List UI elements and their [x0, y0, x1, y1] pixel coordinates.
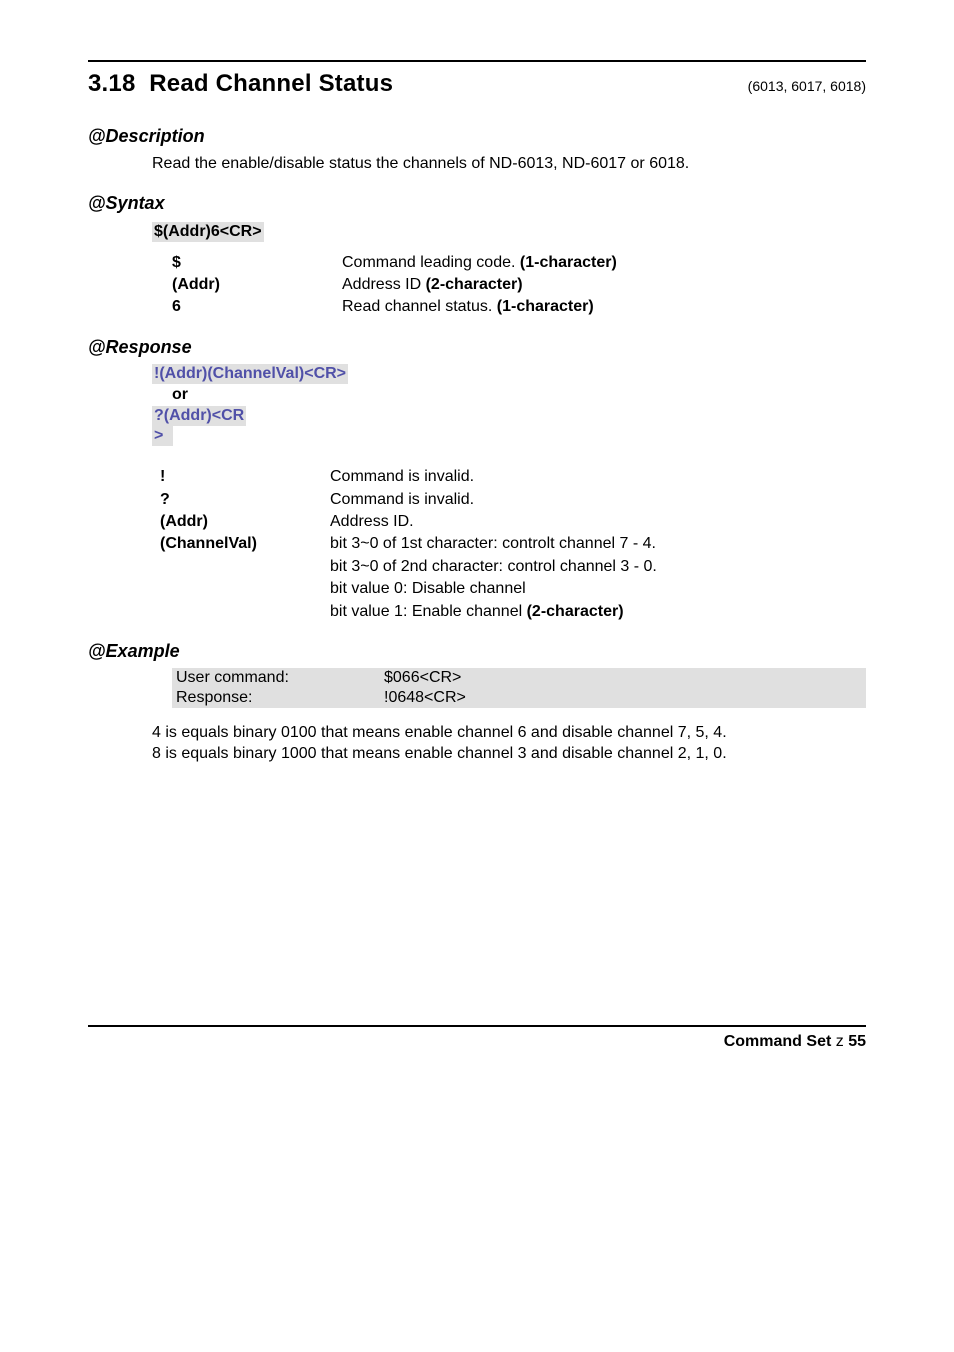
bullet-icon: z	[836, 1033, 848, 1050]
response-param-row: (Addr) Address ID.	[160, 511, 866, 533]
response-err: ?(Addr)<CR	[152, 406, 246, 426]
response-param-row: ! Command is invalid.	[160, 466, 866, 488]
footer-page: 55	[848, 1033, 866, 1050]
section-title: 3.18 Read Channel Status	[88, 70, 393, 98]
example-label: Response:	[172, 688, 380, 708]
response-param-row: ? Command is invalid.	[160, 489, 866, 511]
example-value: $066<CR>	[380, 668, 465, 688]
example-label: User command:	[172, 668, 380, 688]
example-note: 4 is equals binary 0100 that means enabl…	[152, 722, 866, 744]
syntax-param-desc: Read channel status. (1-character)	[342, 296, 594, 318]
response-heading: @Response	[88, 337, 866, 358]
response-ok: !(Addr)(ChannelVal)<CR>	[152, 364, 348, 384]
syntax-param-row: $ Command leading code. (1-character)	[172, 252, 866, 274]
syntax-param-key: 6	[172, 296, 342, 318]
example-table: User command: $066<CR> Response: !0648<C…	[172, 668, 866, 708]
syntax-param-key: $	[172, 252, 342, 274]
model-list: (6013, 6017, 6018)	[748, 78, 866, 94]
syntax-param-row: 6 Read channel status. (1-character)	[172, 296, 866, 318]
syntax-param-key: (Addr)	[172, 274, 342, 296]
syntax-param-row: (Addr) Address ID (2-character)	[172, 274, 866, 296]
response-param-row: (ChannelVal) bit 3~0 of 1st character: c…	[160, 533, 866, 623]
response-param-key: (Addr)	[160, 511, 330, 533]
example-note: 8 is equals binary 1000 that means enabl…	[152, 743, 866, 765]
response-param-val: bit 3~0 of 1st character: controlt chann…	[330, 533, 866, 623]
section-header: 3.18 Read Channel Status (6013, 6017, 60…	[88, 70, 866, 98]
response-param-val: Address ID.	[330, 511, 866, 533]
syntax-command: $(Addr)6<CR>	[152, 222, 264, 242]
footer-label: Command Set	[724, 1033, 832, 1050]
description-text: Read the enable/disable status the chann…	[152, 153, 866, 175]
response-param-key: !	[160, 466, 330, 488]
example-value: !0648<CR>	[380, 688, 470, 708]
section-number: 3.18	[88, 70, 136, 97]
example-row: User command: $066<CR>	[172, 668, 866, 688]
description-heading: @Description	[88, 126, 866, 147]
response-param-val: Command is invalid.	[330, 489, 866, 511]
response-block: !(Addr)(ChannelVal)<CR> or ?(Addr)<CR >	[152, 364, 866, 446]
syntax-param-desc: Address ID (2-character)	[342, 274, 523, 296]
example-heading: @Example	[88, 641, 866, 662]
section-title-text: Read Channel Status	[149, 70, 393, 97]
page-footer: Command Set z 55	[88, 1033, 866, 1051]
syntax-param-desc: Command leading code. (1-character)	[342, 252, 617, 274]
syntax-heading: @Syntax	[88, 193, 866, 214]
response-param-key: ?	[160, 489, 330, 511]
response-param-val: Command is invalid.	[330, 466, 866, 488]
response-param-key: (ChannelVal)	[160, 533, 330, 623]
example-row: Response: !0648<CR>	[172, 688, 866, 708]
response-err2: >	[152, 426, 173, 446]
response-or: or	[172, 384, 866, 406]
